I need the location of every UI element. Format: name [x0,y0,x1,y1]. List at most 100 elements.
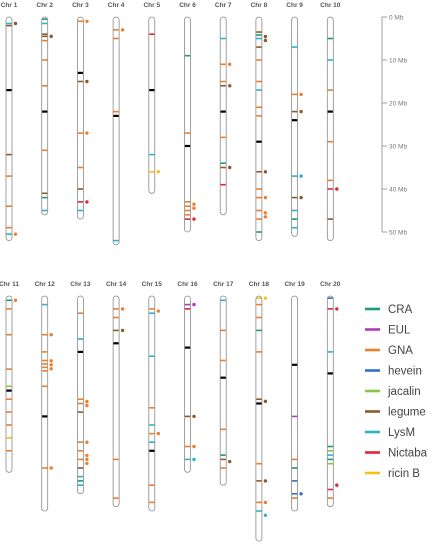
gene-band [42,33,48,35]
gene-band [256,316,262,319]
gene-band [77,201,83,203]
chromosome-6: Chr 6 [179,2,196,233]
centromere-mark [149,89,155,92]
gene-band [292,218,298,220]
scale-tick-label: 50 Mb [389,229,407,236]
chromosome-12: Chr 12 [35,281,55,512]
chromosome-body [255,295,263,542]
gene-band [149,33,155,35]
legend-label: EUL [388,325,411,337]
gene-band [6,385,12,388]
chromosome-body [77,295,84,495]
chromosome-body [112,295,120,508]
cluster-marker [49,367,53,371]
legend: CRA EUL GNA hevein jacalin legume LysM Nictaba r… [365,304,428,480]
gene-band [113,497,119,499]
chromosome-body [255,16,263,242]
gene-band [220,37,226,40]
gene-band [77,402,83,405]
gene-band [327,488,333,491]
gene-band [220,162,226,164]
legend-swatch [365,369,380,372]
chromosome-label: Chr 4 [108,2,125,9]
gene-band [113,37,119,40]
chromosome-17: Chr 17 [213,281,234,486]
scale-tick-label: 20 Mb [389,100,407,107]
legend-label: hevein [388,366,422,378]
chromosome-body [5,295,13,473]
gene-band [42,209,48,212]
centromere-mark [220,376,226,379]
cluster-marker [85,19,89,23]
gene-band [220,166,226,169]
legend-item-gna: GNA [365,345,413,357]
chromosome-group: Chr 1 Chr 2 Chr 3 Chr 4 Chr 5 Chr 6 Chr 7 Chr 8… [0,2,341,542]
chromosome-body [326,16,334,242]
cluster-marker [13,298,18,302]
gene-band [256,106,262,109]
gene-band [256,480,262,482]
gene-band [42,59,48,61]
gene-band [256,80,262,83]
gene-band [149,501,155,504]
legend-label: GNA [388,345,413,357]
gene-band [184,205,191,207]
gene-band [6,175,12,177]
cluster-marker [120,28,125,32]
centromere-mark [256,402,262,405]
chromosome-body [291,16,299,237]
gene-band [256,46,262,48]
gene-band [6,24,12,27]
gene-band [77,132,83,134]
gene-band [292,175,298,177]
gene-band [6,22,12,25]
centromere-mark [184,346,191,349]
gene-band [256,37,262,40]
legend-label: LysM [388,427,415,439]
cluster-marker [263,399,268,404]
gene-band [256,510,262,512]
chromosome-body [5,16,13,242]
cluster-marker [263,500,268,505]
cluster-marker [120,328,125,333]
chromosome-18: Chr 18 [249,281,270,542]
gene-band [42,85,48,87]
chromosome-label: Chr 8 [251,2,268,9]
gene-band [77,312,83,314]
legend-item-nictaba: Nictaba [365,448,428,460]
gene-band [6,398,12,400]
cluster-marker [85,440,89,444]
gene-band [256,297,262,299]
cluster-marker [85,200,89,204]
gene-band [149,424,155,426]
gene-band [220,136,226,139]
cluster-marker [85,457,89,462]
chromosome-15: Chr 15 [142,281,162,512]
legend-item-legume: legume [365,407,426,419]
chromosome-8: Chr 8 [251,2,268,242]
gene-band [220,85,226,87]
gene-band [77,480,83,482]
chromosome-1: Chr 1 [1,2,18,242]
centromere-mark [327,110,333,113]
centromere-mark [77,71,83,74]
gene-band [149,407,155,409]
chromosome-body [148,295,156,512]
gene-band [77,458,83,461]
gene-band [292,209,298,212]
chromosome-label: Chr 18 [249,281,270,288]
gene-band [256,218,262,220]
gene-band [42,351,48,353]
scale-bar: 0 Mb 10 Mb 20 Mb 30 Mb 40 Mb 50 Mb [381,14,407,236]
cluster-marker [192,206,196,210]
scale-tick-label: 0 Mb [389,14,404,21]
centromere-mark [184,144,191,148]
gene-band [292,93,298,96]
gene-band [256,171,262,173]
cluster-marker [85,79,89,84]
gene-band [149,153,155,156]
gene-band [6,368,12,370]
legend-swatch [365,471,380,475]
gene-band [256,398,262,400]
gene-band [256,351,262,353]
